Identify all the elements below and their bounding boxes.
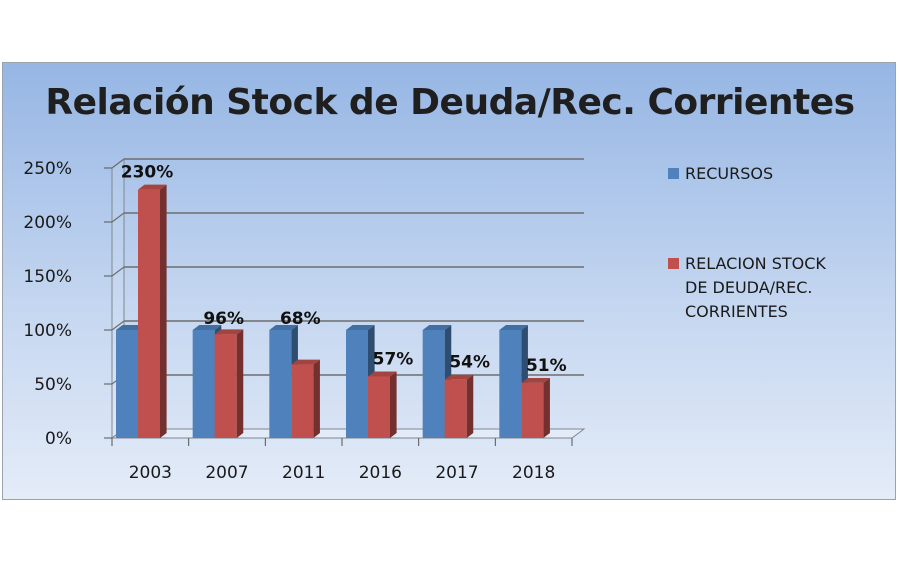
bar-recursos-2017: [422, 330, 445, 438]
legend-item-recursos: RECURSOS: [668, 162, 855, 186]
y-tick-label: 200%: [23, 213, 72, 233]
bar-top-recursos-2011: [269, 325, 298, 330]
bar-top-relacion-2018: [521, 377, 550, 383]
bar-recursos-2011: [269, 330, 292, 438]
legend-item-relacion: RELACION STOCK DE DEUDA/REC. CORRIENTES: [668, 252, 855, 324]
y-tick-label: 250%: [23, 159, 72, 179]
bar-top-recursos-2017: [422, 325, 452, 330]
data-label-2007: 96%: [203, 309, 244, 329]
x-tick-label-2011: 2011: [282, 463, 325, 483]
bar-side-relacion-2018: [543, 377, 550, 438]
legend-label-relacion: RELACION STOCK DE DEUDA/REC. CORRIENTES: [685, 254, 826, 321]
y-tick-label: 100%: [23, 321, 72, 341]
x-tick-label-2007: 2007: [205, 463, 248, 483]
bar-relacion-2011: [291, 364, 314, 438]
data-label-2017: 54%: [449, 353, 490, 373]
x-tick-label-2003: 2003: [129, 463, 172, 483]
bar-top-recursos-2018: [499, 325, 528, 330]
bar-recursos-2003: [116, 330, 138, 438]
bar-relacion-2007: [214, 334, 237, 438]
bar-top-relacion-2007: [214, 329, 244, 335]
legend-swatch-relacion: [668, 258, 679, 269]
x-tick-label-2017: 2017: [435, 463, 478, 483]
bar-side-relacion-2017: [466, 374, 474, 438]
data-label-2018: 51%: [526, 356, 567, 376]
y-tick-label: 150%: [23, 267, 72, 287]
bar-recursos-2018: [499, 330, 522, 438]
bar-top-relacion-2016: [368, 371, 397, 377]
data-label-2011: 68%: [280, 309, 321, 329]
bar-top-relacion-2017: [444, 374, 474, 380]
gridline-side: [111, 266, 125, 277]
bar-top-recursos-2007: [192, 325, 222, 330]
bar-side-relacion-2003: [160, 184, 167, 438]
legend-label-recursos: RECURSOS: [685, 164, 774, 183]
gridline-side: [111, 212, 125, 223]
bar-side-relacion-2007: [236, 329, 244, 438]
data-label-2003: 230%: [121, 163, 174, 183]
bar-top-recursos-2003: [116, 325, 145, 330]
bar-top-relacion-2011: [291, 359, 320, 365]
gridline-side: [111, 158, 125, 169]
bar-relacion-2018: [521, 382, 544, 438]
bar-recursos-2016: [346, 330, 368, 438]
y-tick-label: 0%: [45, 429, 72, 449]
data-label-2016: 57%: [373, 349, 414, 369]
x-tick-label-2016: 2016: [359, 463, 402, 483]
bar-recursos-2007: [192, 330, 215, 438]
bar-side-relacion-2016: [390, 371, 397, 438]
gridline-side: [111, 320, 125, 331]
bar-relacion-2017: [444, 379, 467, 438]
chart-title: Relación Stock de Deuda/Rec. Corrientes: [45, 82, 855, 123]
bar-relacion-2003: [138, 189, 160, 438]
bar-top-recursos-2016: [346, 325, 375, 330]
y-tick-label: 50%: [34, 375, 72, 395]
x-tick-label-2018: 2018: [512, 463, 555, 483]
bar-side-relacion-2011: [313, 359, 320, 438]
legend-swatch-recursos: [668, 168, 679, 179]
bar-top-relacion-2003: [138, 184, 167, 190]
bar-relacion-2016: [368, 376, 390, 438]
